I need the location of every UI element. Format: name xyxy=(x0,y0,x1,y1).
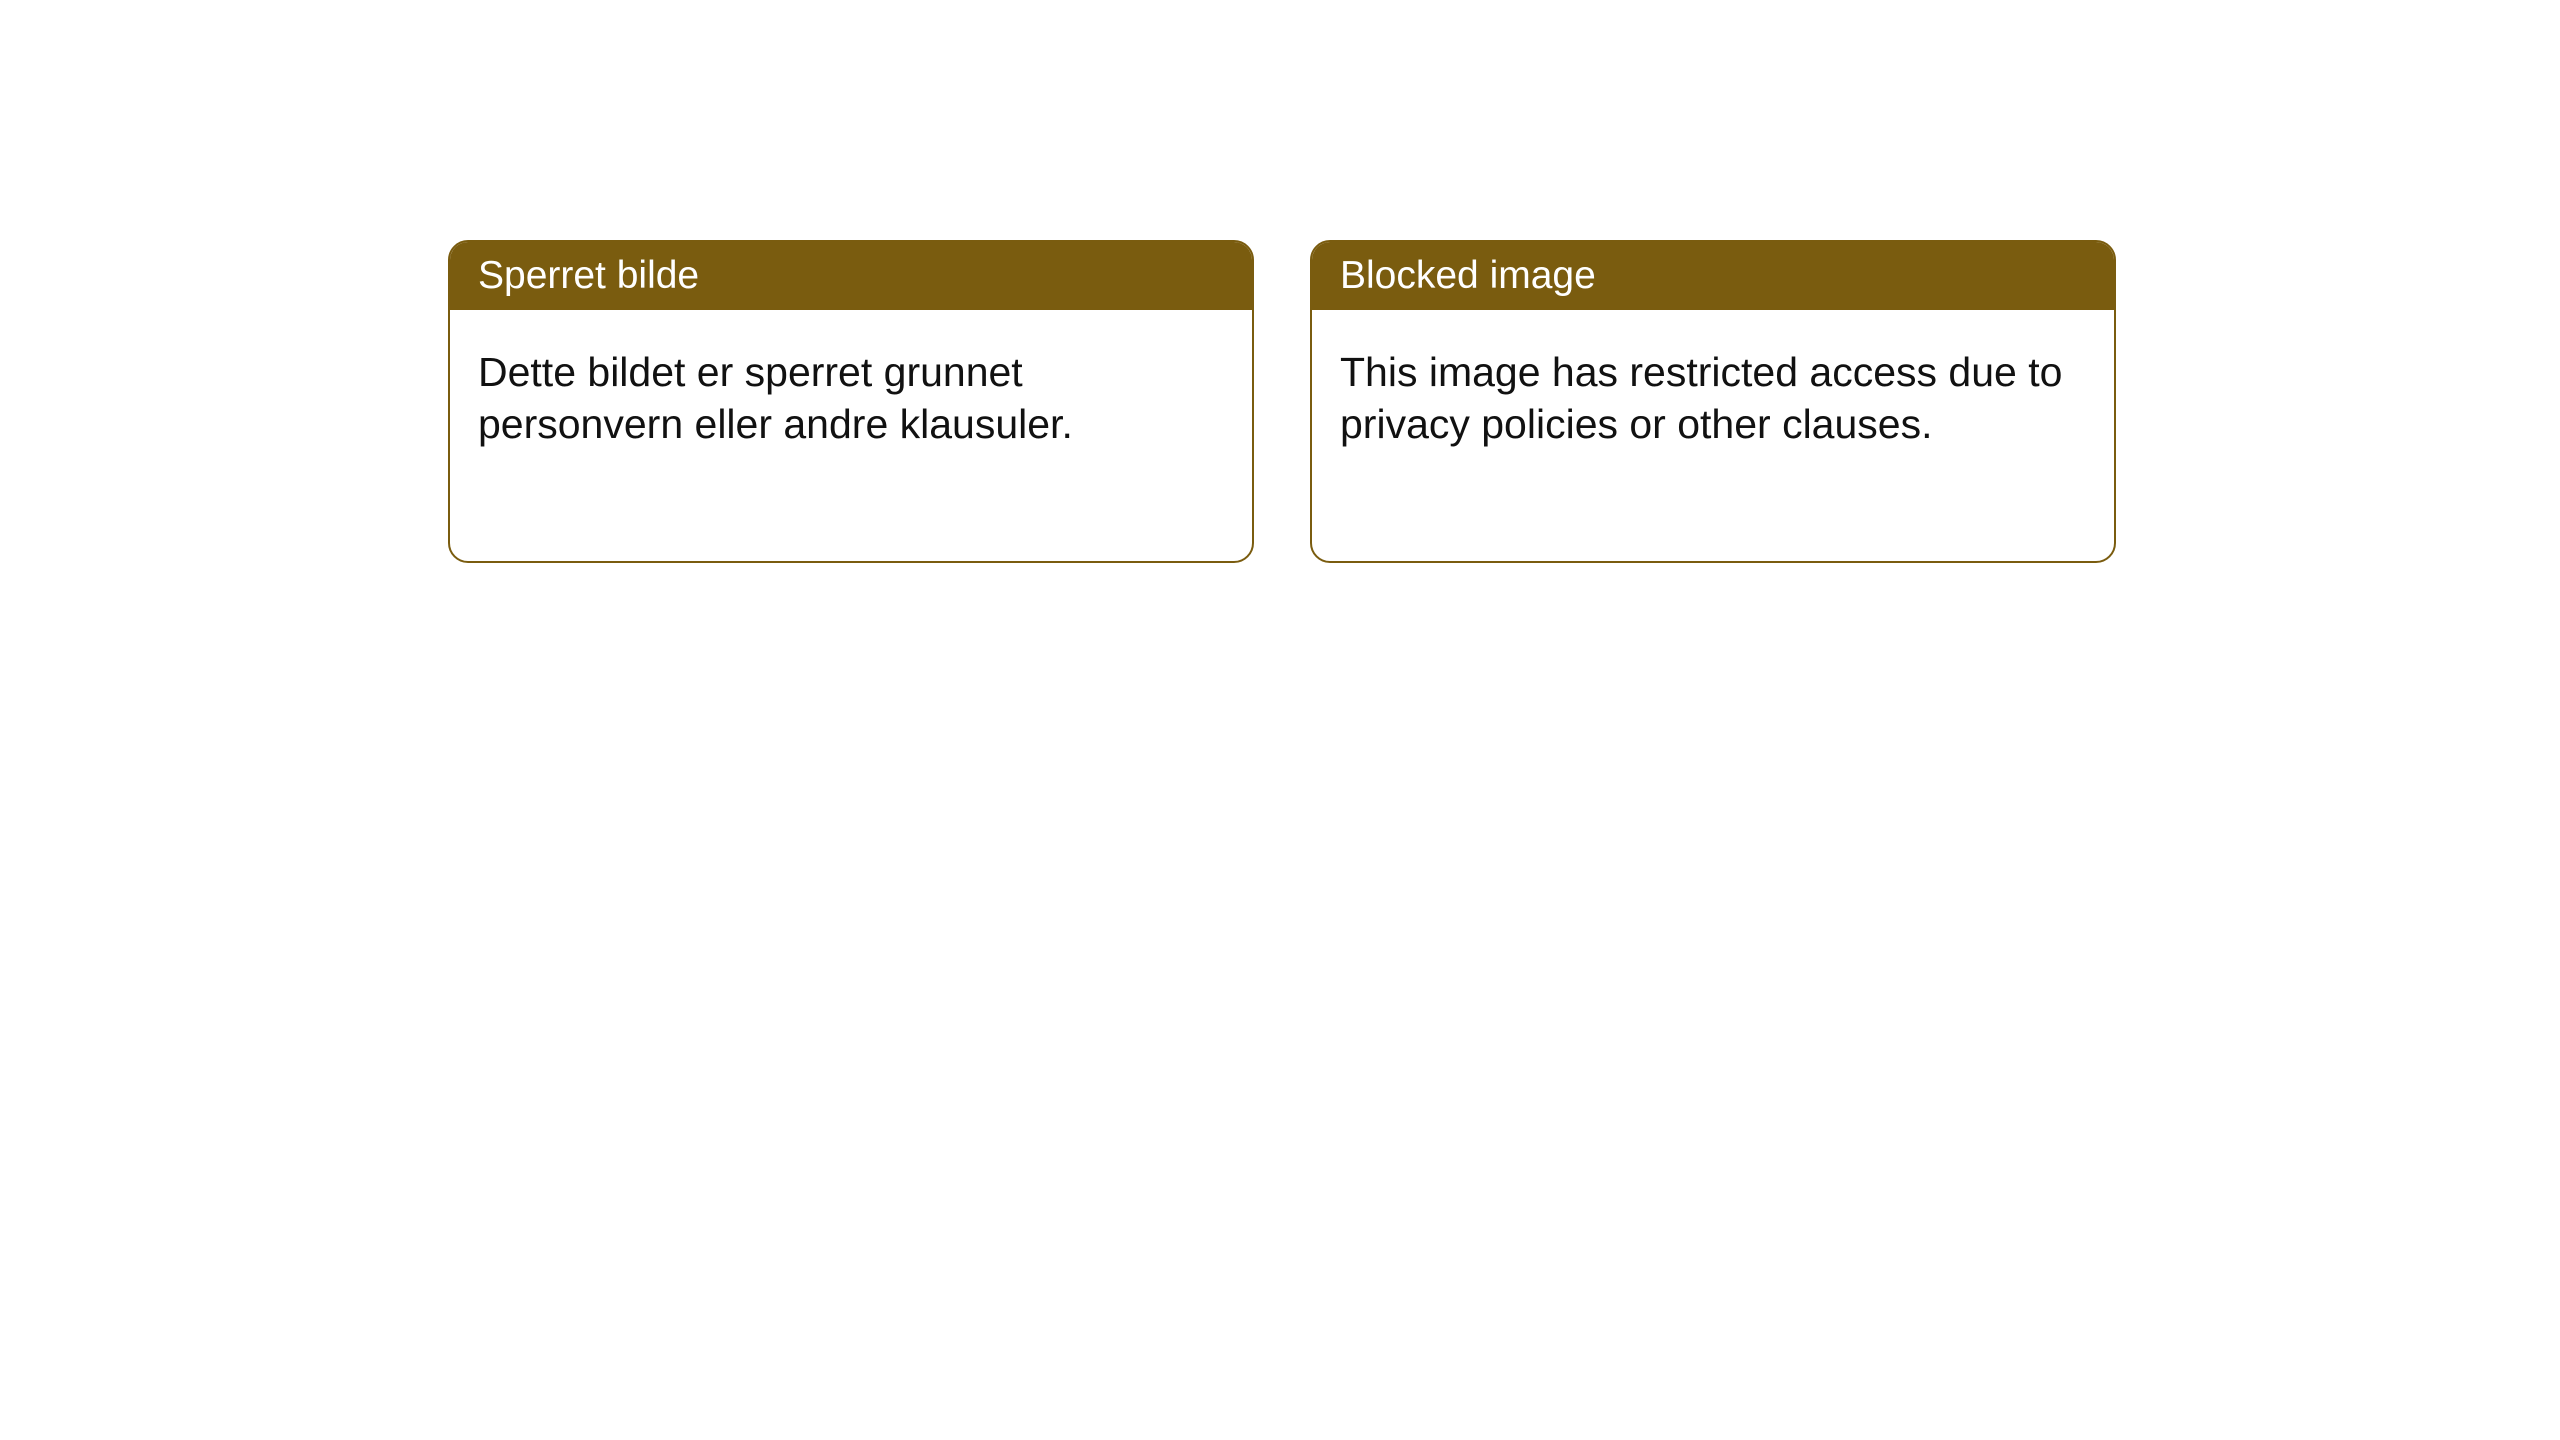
notice-card-english: Blocked image This image has restricted … xyxy=(1310,240,2116,563)
notice-header-text: Blocked image xyxy=(1340,254,1596,297)
notice-body-text: Dette bildet er sperret grunnet personve… xyxy=(478,349,1073,447)
notice-card-header: Blocked image xyxy=(1312,242,2114,310)
notice-card-header: Sperret bilde xyxy=(450,242,1252,310)
notice-card-body: This image has restricted access due to … xyxy=(1312,310,2114,561)
notice-body-text: This image has restricted access due to … xyxy=(1340,349,2062,447)
notice-container: Sperret bilde Dette bildet er sperret gr… xyxy=(0,0,2560,563)
notice-card-norwegian: Sperret bilde Dette bildet er sperret gr… xyxy=(448,240,1254,563)
notice-card-body: Dette bildet er sperret grunnet personve… xyxy=(450,310,1252,561)
notice-header-text: Sperret bilde xyxy=(478,254,699,297)
